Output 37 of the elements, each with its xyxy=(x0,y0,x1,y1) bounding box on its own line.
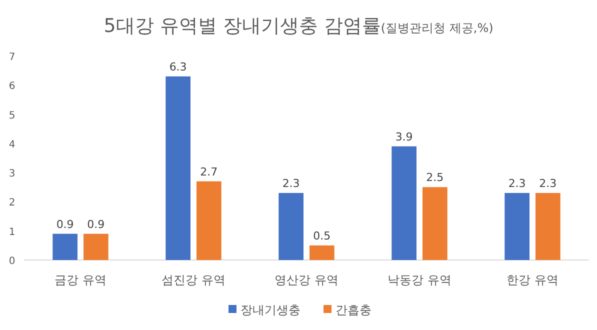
bar xyxy=(84,234,108,260)
data-label: 2.7 xyxy=(200,165,218,178)
bar xyxy=(52,234,78,260)
y-tick-label: 3 xyxy=(8,168,16,180)
data-label: 6.3 xyxy=(169,60,187,74)
data-label: 2.3 xyxy=(282,176,300,190)
bar xyxy=(310,245,334,260)
bar xyxy=(392,146,416,260)
bar xyxy=(278,192,304,260)
x-tick-label: 금강 유역 xyxy=(54,273,106,287)
legend-label: 장내기생충 xyxy=(240,303,300,317)
y-tick-label: 2 xyxy=(8,198,16,209)
data-label: 2.5 xyxy=(426,171,444,184)
bar xyxy=(536,192,560,260)
y-tick-label: 6 xyxy=(8,81,16,92)
x-tick-label: 낙동강 유역 xyxy=(388,273,452,287)
data-label: 2.3 xyxy=(508,176,526,190)
x-tick-label: 섬진강 유역 xyxy=(162,273,226,287)
chart-subtitle: (질병관리청 제공,%) xyxy=(380,21,494,35)
y-tick-label: 0 xyxy=(8,256,16,267)
y-tick-label: 1 xyxy=(8,226,16,238)
x-tick-label: 영산강 유역 xyxy=(274,273,338,287)
y-tick-label: 5 xyxy=(8,110,16,122)
y-tick-label: 7 xyxy=(8,52,16,63)
data-label: 0.5 xyxy=(313,229,331,242)
data-label: 3.9 xyxy=(395,130,413,144)
bar xyxy=(504,192,530,260)
data-label: 2.3 xyxy=(539,176,557,190)
legend-label: 간흡충 xyxy=(336,303,372,317)
x-tick-label: 한강 유역 xyxy=(506,273,558,287)
bar xyxy=(166,76,190,260)
bar xyxy=(196,181,222,260)
bar xyxy=(422,187,448,260)
data-label: 0.9 xyxy=(87,218,105,231)
y-tick-label: 4 xyxy=(8,139,16,150)
chart-title: 5대강 유역별 장내기생충 감염률 xyxy=(104,15,381,37)
data-label: 0.9 xyxy=(56,218,74,231)
